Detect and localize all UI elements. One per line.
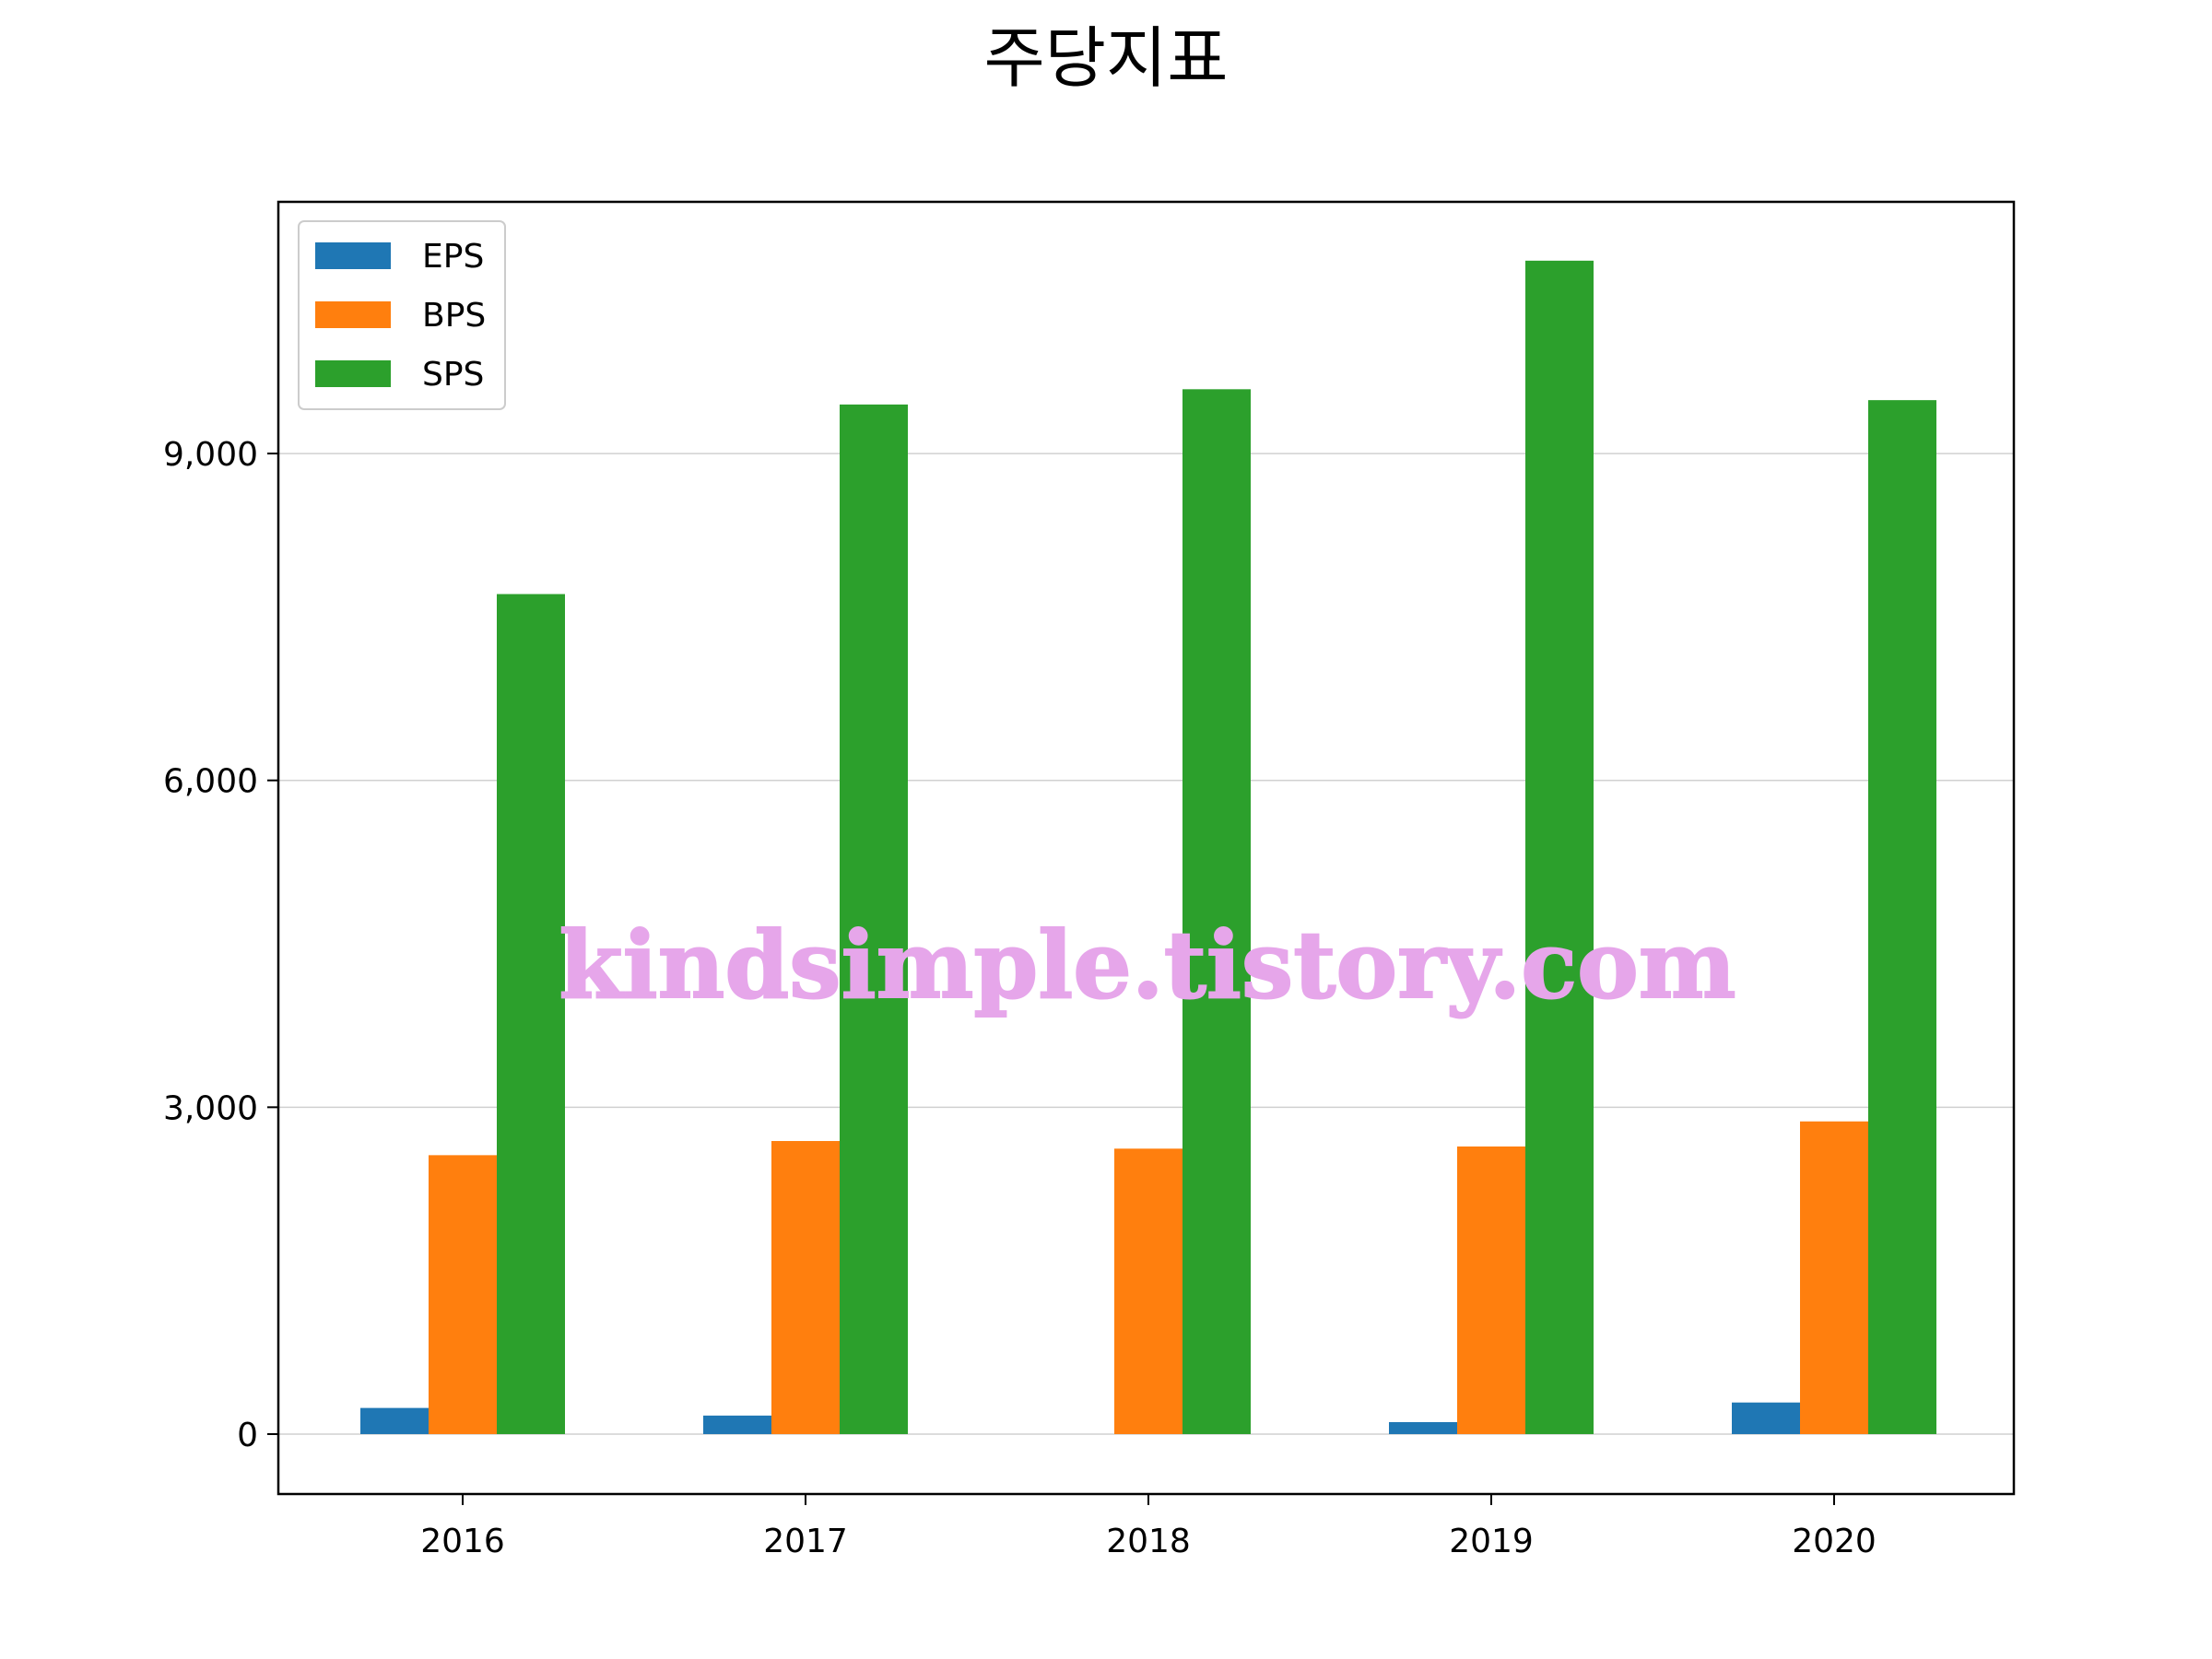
x-tick-label: 2017 (763, 1523, 848, 1560)
y-tick-label: 0 (237, 1417, 258, 1454)
bar-sps-2020 (1868, 400, 1936, 1434)
y-tick-label: 9,000 (163, 436, 258, 474)
legend-label-bps: BPS (422, 297, 486, 335)
x-tick-label: 2020 (1792, 1523, 1877, 1560)
plot-frame (276, 200, 2016, 1496)
bar-sps-2016 (497, 594, 565, 1434)
legend: EPS BPS SPS (298, 220, 506, 410)
bar-eps-2017 (703, 1415, 771, 1434)
bar-bps-2019 (1457, 1146, 1525, 1434)
legend-swatch-bps (315, 301, 391, 328)
legend-label-eps: EPS (422, 238, 484, 276)
legend-swatch-sps (315, 360, 391, 387)
legend-swatch-eps (315, 242, 391, 269)
bar-bps-2017 (771, 1140, 840, 1434)
y-axis: 0 3,000 6,000 9,000 (163, 436, 278, 1454)
bar-bps-2016 (429, 1155, 497, 1434)
x-tick-label: 2018 (1106, 1523, 1191, 1560)
bar-eps-2019 (1389, 1421, 1457, 1434)
x-tick-label: 2019 (1449, 1523, 1534, 1560)
x-axis: 2016 2017 2018 2019 2020 (420, 1494, 1877, 1560)
bars (360, 260, 1936, 1434)
bar-bps-2020 (1800, 1121, 1868, 1434)
watermark-text: kindsimple.tistory.com (559, 911, 1735, 1019)
legend-label-sps: SPS (422, 356, 484, 394)
y-tick-label: 6,000 (163, 763, 258, 801)
x-tick-label: 2016 (420, 1523, 505, 1560)
bar-sps-2019 (1525, 260, 1594, 1434)
y-tick-label: 3,000 (163, 1089, 258, 1127)
bar-eps-2016 (360, 1407, 429, 1434)
chart-title: 주당지표 (984, 19, 1229, 97)
bar-eps-2020 (1732, 1402, 1800, 1434)
bar-bps-2018 (1114, 1148, 1182, 1434)
bar-sps-2017 (840, 404, 908, 1434)
bar-sps-2018 (1182, 389, 1251, 1434)
